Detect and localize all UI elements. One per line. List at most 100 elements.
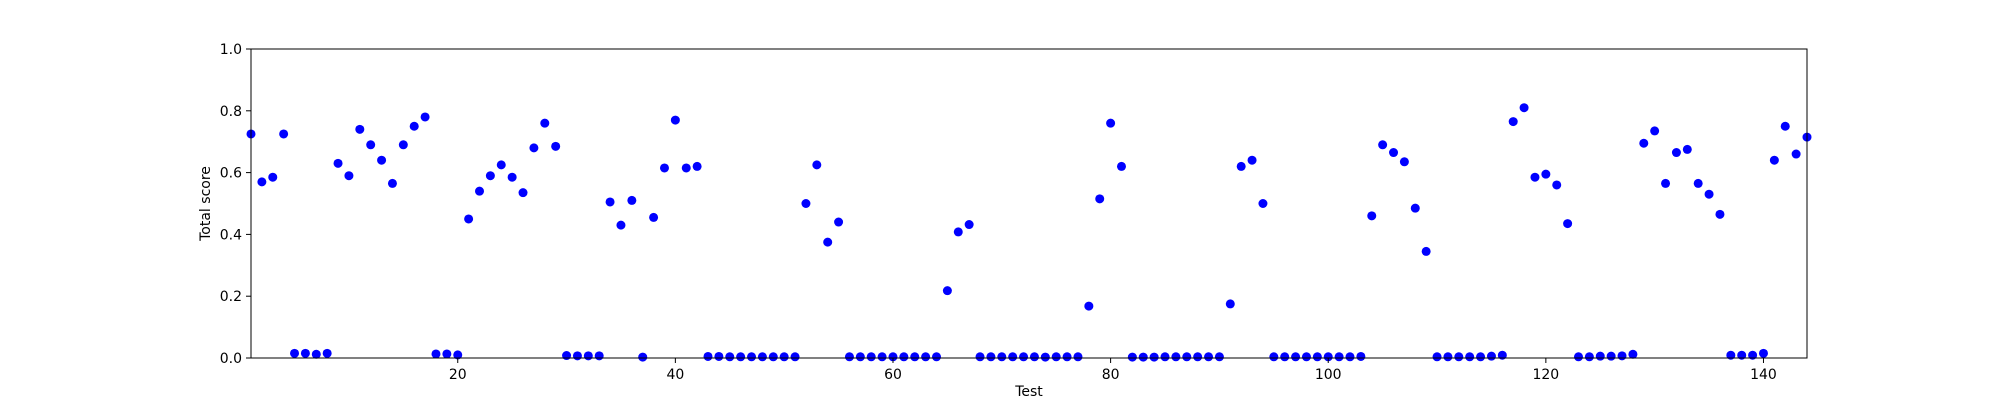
data-point [344, 171, 354, 181]
data-point [1726, 350, 1736, 360]
data-point [1530, 172, 1540, 182]
data-point [1704, 189, 1714, 199]
data-point [1323, 352, 1333, 362]
data-point [464, 214, 474, 224]
data-point [1301, 352, 1311, 362]
x-tick-label: 140 [1750, 367, 1777, 383]
data-point [1247, 155, 1257, 165]
data-point [649, 212, 659, 222]
y-tick-label: 0.6 [220, 166, 242, 182]
data-point [1356, 351, 1366, 361]
data-point [1465, 352, 1475, 362]
y-axis: 0.0 0.2 0.4 0.6 0.8 1.0 [220, 42, 251, 367]
data-point [279, 129, 289, 139]
data-point [518, 188, 528, 198]
data-point [1476, 352, 1486, 362]
x-axis: 20 40 60 80 100 120 140 [449, 358, 1777, 383]
data-point [921, 352, 931, 362]
data-point [1421, 246, 1431, 256]
x-tick-label: 80 [1102, 367, 1120, 383]
data-point [1454, 352, 1464, 362]
data-point [1258, 199, 1268, 208]
data-point [855, 352, 865, 362]
data-point [812, 160, 822, 170]
data-point [1552, 180, 1562, 190]
data-point [1269, 352, 1279, 362]
data-point [1606, 351, 1616, 361]
data-point [1095, 194, 1105, 204]
data-point [877, 352, 887, 362]
data-point [703, 351, 713, 361]
data-point [1486, 351, 1496, 361]
data-point [1573, 352, 1583, 362]
data-point [1280, 352, 1290, 362]
data-point [562, 351, 572, 361]
data-point [888, 352, 898, 362]
data-point [801, 199, 811, 208]
data-point [257, 177, 267, 187]
data-point [834, 217, 844, 227]
data-point [1715, 209, 1725, 219]
data-point [714, 351, 724, 361]
data-point [1410, 203, 1420, 213]
data-point [1748, 350, 1758, 360]
data-point [1519, 103, 1529, 113]
data-point [420, 112, 430, 122]
data-point [1062, 352, 1072, 362]
data-point [1051, 352, 1061, 362]
x-tick-label: 120 [1532, 367, 1559, 383]
data-point [594, 351, 604, 361]
data-point [453, 350, 463, 360]
data-point [1073, 352, 1083, 362]
data-point [1225, 299, 1235, 309]
data-point [1508, 117, 1518, 127]
data-point [551, 141, 561, 151]
data-point [355, 124, 365, 134]
data-point [1661, 178, 1671, 188]
data-point [1639, 138, 1649, 148]
data-point [899, 352, 909, 362]
y-tick-label: 0.0 [220, 351, 242, 367]
data-point [1791, 149, 1801, 159]
data-point [1541, 169, 1551, 179]
data-point [507, 172, 517, 182]
data-point [964, 220, 974, 230]
data-point [681, 163, 691, 173]
data-point [322, 348, 332, 358]
x-tick-label: 40 [666, 367, 684, 383]
data-point [997, 352, 1007, 362]
data-point [1204, 352, 1214, 362]
data-point [757, 352, 767, 362]
data-point [670, 115, 680, 125]
data-point [387, 178, 397, 188]
data-point [1334, 352, 1344, 362]
data-point [1769, 155, 1779, 165]
data-point [1127, 352, 1137, 362]
data-point [866, 352, 876, 362]
data-point [616, 220, 626, 230]
data-point [540, 118, 550, 128]
x-tick-label: 20 [449, 367, 467, 383]
data-point [1149, 352, 1159, 362]
data-point [1116, 161, 1126, 171]
data-point [1106, 118, 1116, 128]
data-point [398, 140, 408, 150]
data-point [1171, 352, 1181, 362]
y-tick-label: 0.2 [220, 289, 242, 305]
data-point [1214, 352, 1224, 362]
data-point [290, 348, 300, 358]
data-point [747, 352, 757, 362]
data-point [1182, 352, 1192, 362]
data-point [1040, 352, 1050, 362]
data-point [1019, 352, 1029, 362]
data-point [583, 351, 593, 361]
y-axis-label: Total score [198, 166, 214, 242]
data-point [942, 286, 952, 296]
data-point [442, 349, 452, 359]
data-point [779, 352, 789, 362]
data-point [1432, 352, 1442, 362]
data-point [529, 143, 539, 153]
data-point [1693, 178, 1703, 188]
